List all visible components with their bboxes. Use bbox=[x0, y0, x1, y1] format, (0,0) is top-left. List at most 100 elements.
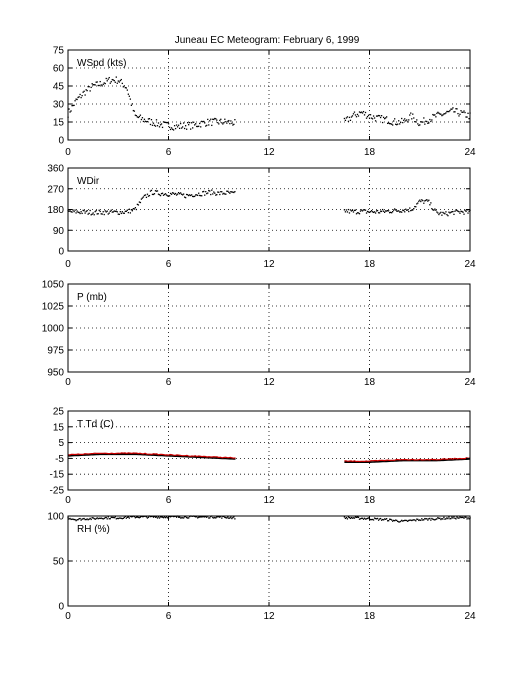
wdir-point bbox=[416, 203, 418, 205]
wdir-point bbox=[127, 211, 129, 214]
wspd-point bbox=[198, 125, 200, 127]
wspd-point bbox=[206, 124, 208, 127]
wdir-point bbox=[220, 191, 222, 193]
temp-ytick-label: -15 bbox=[50, 470, 65, 481]
wdir-point bbox=[390, 211, 392, 214]
pressure-xtick-label: 0 bbox=[65, 377, 71, 388]
rh-point bbox=[96, 517, 98, 519]
wdir-point bbox=[457, 210, 459, 212]
wspd-point bbox=[167, 123, 170, 125]
wdir-point bbox=[158, 194, 161, 196]
wspd-point bbox=[448, 110, 450, 113]
rh-point bbox=[466, 518, 468, 520]
rh-point bbox=[438, 517, 440, 520]
rh-point bbox=[401, 519, 403, 522]
wspd-point bbox=[120, 78, 122, 81]
wspd-point bbox=[100, 84, 102, 86]
rh-point bbox=[158, 517, 161, 519]
wspd-point bbox=[166, 121, 169, 124]
rh-point bbox=[119, 517, 121, 519]
rh-point bbox=[410, 519, 412, 521]
wdir-point bbox=[362, 209, 365, 211]
rh-point bbox=[213, 517, 215, 519]
wdir-point bbox=[351, 209, 354, 212]
wspd-point bbox=[203, 120, 205, 123]
wdir-point bbox=[80, 211, 82, 213]
wspd-point bbox=[112, 79, 114, 81]
rh-point bbox=[209, 517, 211, 519]
wdir-point bbox=[384, 210, 387, 212]
wdir-point bbox=[373, 211, 376, 213]
wdir-point bbox=[382, 210, 385, 212]
rh-point bbox=[200, 516, 202, 518]
wdir-point bbox=[168, 195, 171, 197]
wspd-point bbox=[216, 119, 218, 121]
rh-point bbox=[137, 516, 140, 519]
wdir-point bbox=[467, 212, 469, 214]
wdir-point bbox=[386, 210, 389, 212]
wdir-xtick-label: 6 bbox=[166, 259, 172, 270]
wdir-point bbox=[200, 195, 202, 197]
wdir-point bbox=[415, 206, 417, 208]
wdir-point bbox=[455, 209, 457, 211]
temp-ytick-label: 25 bbox=[53, 407, 65, 418]
rh-point bbox=[72, 518, 74, 520]
rh-point bbox=[451, 516, 453, 518]
wspd-point bbox=[421, 121, 423, 123]
wspd-point bbox=[425, 120, 427, 122]
wdir-point bbox=[433, 209, 435, 211]
pressure-xtick-label: 18 bbox=[364, 377, 376, 388]
rh-point bbox=[370, 518, 373, 521]
rh-point bbox=[104, 516, 106, 519]
rh-point bbox=[229, 517, 231, 519]
wdir-point bbox=[81, 212, 83, 215]
rh-point bbox=[182, 517, 185, 519]
rh-point bbox=[230, 516, 232, 518]
wspd-point bbox=[460, 110, 462, 112]
rh-point bbox=[218, 516, 220, 518]
pressure-ytick-label: 1025 bbox=[42, 302, 65, 313]
wspd-point bbox=[457, 112, 459, 115]
rh-point bbox=[90, 518, 92, 521]
wdir-point bbox=[189, 194, 191, 196]
wdir-point bbox=[180, 193, 183, 195]
rh-point bbox=[386, 520, 389, 522]
wdir-point bbox=[156, 190, 159, 192]
panel-pressure: 0 6 12 18 24 950 975 1000 1025 1050 P (mb) bbox=[42, 280, 476, 389]
wdir-point bbox=[88, 212, 90, 214]
rh-point bbox=[95, 517, 97, 520]
rh-point bbox=[196, 516, 198, 518]
rh-ytick-label: 50 bbox=[53, 557, 65, 568]
rh-point bbox=[367, 517, 370, 519]
wdir-ytick-label: 180 bbox=[47, 205, 64, 216]
rh-point bbox=[427, 519, 429, 521]
wdir-point bbox=[186, 194, 189, 196]
rh-point bbox=[415, 520, 417, 522]
wspd-point bbox=[413, 117, 415, 119]
rh-point bbox=[348, 516, 351, 519]
wspd-point bbox=[390, 123, 392, 125]
wspd-point bbox=[414, 121, 416, 123]
wdir-point bbox=[358, 213, 361, 215]
wspd-point bbox=[182, 122, 185, 124]
wspd-point bbox=[196, 125, 198, 128]
wspd-point bbox=[155, 119, 158, 121]
wspd-point bbox=[199, 122, 201, 125]
wspd-point bbox=[373, 117, 376, 119]
rh-point bbox=[456, 516, 458, 518]
rh-point bbox=[85, 518, 87, 521]
wdir-point bbox=[116, 211, 118, 213]
wspd-point bbox=[180, 127, 183, 129]
wdir-point bbox=[392, 210, 394, 213]
rh-point bbox=[70, 518, 72, 521]
wspd-point bbox=[456, 108, 458, 110]
wspd-point bbox=[174, 127, 177, 130]
rh-point bbox=[420, 519, 422, 522]
wdir-point bbox=[91, 213, 93, 215]
wdir-point bbox=[174, 192, 177, 195]
wspd-point bbox=[113, 79, 115, 82]
wdir-point bbox=[70, 211, 72, 213]
rh-point bbox=[114, 516, 116, 518]
rh-point bbox=[113, 517, 115, 519]
rh-point bbox=[181, 517, 184, 519]
